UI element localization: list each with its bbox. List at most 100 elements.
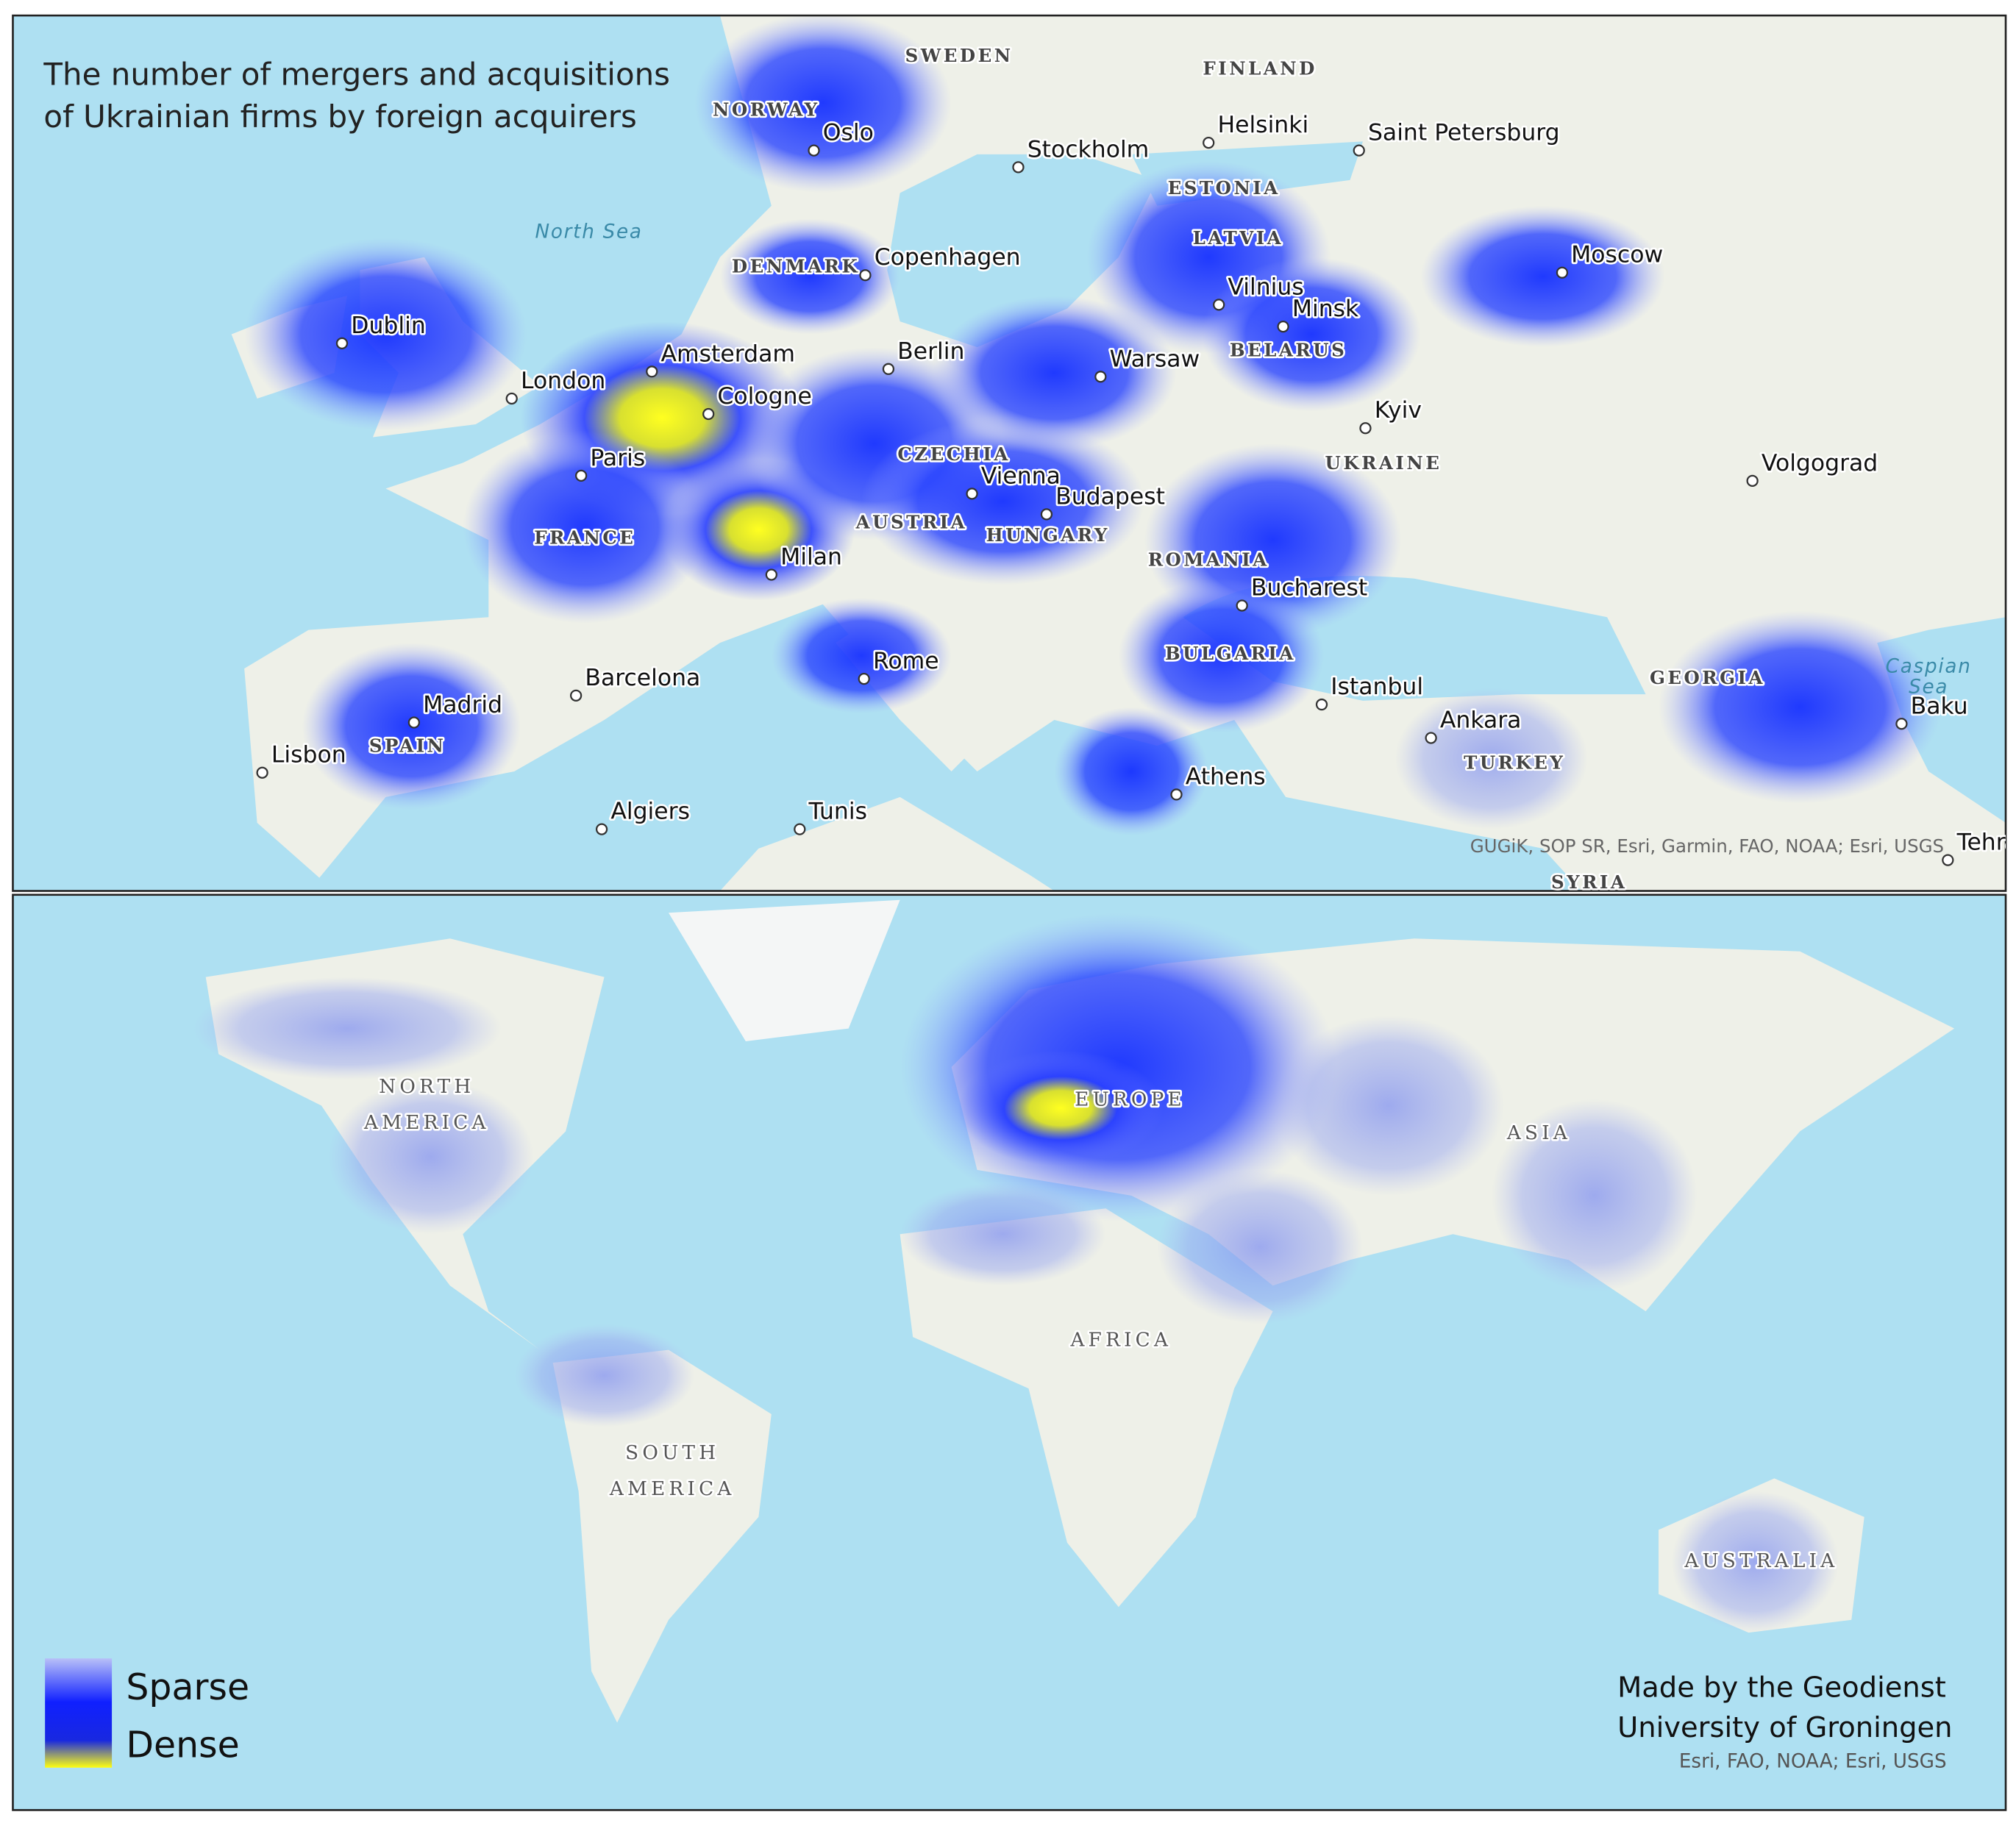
country-label: ROMANIA	[1148, 549, 1269, 570]
heat-blob	[1272, 1016, 1505, 1196]
heat-blobs	[244, 15, 1942, 836]
city-label: Kyiv	[1375, 397, 1422, 424]
city-label: Oslo	[823, 120, 874, 146]
city-dot	[858, 672, 870, 685]
city-dot	[702, 407, 715, 421]
city-dot	[1556, 266, 1569, 279]
city-label: Vilnius	[1228, 274, 1303, 300]
continent-label: AFRICA	[1069, 1329, 1172, 1351]
legend-ramp	[45, 1658, 113, 1768]
city-label: Athens	[1186, 763, 1266, 790]
city-dot	[1425, 732, 1437, 744]
country-label: SPAIN	[369, 735, 446, 757]
heat-blob	[514, 1324, 694, 1427]
city-label: Madrid	[423, 692, 502, 718]
city-dot	[1203, 137, 1215, 149]
country-label: NORWAY	[713, 99, 820, 120]
city-label: Warsaw	[1110, 346, 1200, 372]
city-dot	[1359, 422, 1372, 435]
city-label: Rome	[873, 648, 939, 674]
country-label: SWEDEN	[905, 45, 1014, 66]
city-dot	[1746, 474, 1759, 488]
city-label: Paris	[590, 445, 645, 471]
city-dot	[595, 823, 608, 835]
sea-label: Caspian	[1886, 655, 1972, 677]
city-dot	[335, 337, 349, 349]
heat-blob	[719, 218, 900, 335]
country-label: ESTONIA	[1168, 177, 1281, 199]
country-label: TURKEY	[1464, 752, 1565, 773]
heat-blob-dense	[958, 1050, 1164, 1166]
country-label: UKRAINE	[1325, 452, 1442, 474]
city-label: Cologne	[717, 383, 811, 410]
heat-blob	[193, 977, 502, 1080]
continent-label: AMERICA	[609, 1478, 735, 1500]
heat-blob	[1202, 257, 1421, 412]
country-label: HUNGARY	[986, 524, 1110, 546]
labels: The number of mergers and acquisitions of…	[43, 43, 2006, 1772]
panel-frame	[12, 893, 2007, 1811]
city-label: Vienna	[981, 463, 1061, 489]
country-label: CZECHIA	[897, 443, 1010, 465]
heat-blob	[1420, 205, 1665, 348]
heat-blob	[1491, 1099, 1698, 1292]
city-dot	[882, 363, 895, 375]
heat-blob	[771, 597, 952, 714]
city-label: Copenhagen	[875, 244, 1021, 271]
heat-blob	[1118, 578, 1325, 733]
city-dot	[808, 144, 820, 157]
city-label: Helsinki	[1217, 112, 1308, 138]
continent-label: AMERICA	[363, 1112, 490, 1134]
city-label: Barcelona	[585, 665, 700, 691]
city-dot	[794, 823, 806, 835]
city-label: Baku	[1911, 693, 1968, 719]
greenland	[669, 899, 900, 1042]
country-label: SYRIA	[1551, 871, 1627, 893]
credit: University of Groningen	[1617, 1711, 1952, 1744]
heat-blob	[694, 15, 952, 193]
city-dot	[1012, 161, 1025, 174]
country-label: BULGARIA	[1165, 643, 1296, 664]
sea-label: North Sea	[535, 221, 642, 243]
continent-label: NORTH	[379, 1076, 474, 1098]
continent-label: SOUTH	[625, 1442, 719, 1464]
continent-label: EUROPE	[1075, 1088, 1186, 1110]
heat-blob	[900, 1182, 1106, 1286]
heat-blob	[463, 430, 708, 624]
attribution: GUGiK, SOP SR, Esri, Garmin, FAO, NOAA; …	[1470, 835, 1944, 857]
city-label: Volgograd	[1762, 450, 1878, 477]
country-label: LATVIA	[1193, 227, 1283, 249]
legend-label: Dense	[126, 1724, 239, 1766]
world-panel	[13, 894, 2006, 1810]
city-dot	[859, 269, 872, 282]
city-dot	[765, 568, 777, 581]
map-title: of Ukrainian firms by foreign acquirers	[43, 99, 636, 135]
city-dot	[1040, 508, 1053, 521]
city-layer: Oslo Stockholm Helsinki Saint Petersburg Cop…	[256, 110, 2006, 866]
city-dot	[407, 716, 421, 729]
continent-label: ASIA	[1506, 1122, 1571, 1144]
map-title: The number of mergers and acquisitions	[43, 56, 670, 92]
city-dot	[1942, 854, 1954, 866]
city-dot	[575, 469, 588, 482]
city-label: Budapest	[1055, 483, 1165, 510]
city-label: Milan	[780, 544, 842, 571]
heat-blob	[1157, 1169, 1363, 1324]
heat-blob	[327, 1080, 534, 1235]
city-dot	[256, 766, 268, 779]
city-label: Minsk	[1292, 296, 1359, 322]
city-label: Stockholm	[1027, 136, 1150, 163]
city-label: Ankara	[1440, 707, 1522, 734]
heat-blob	[932, 296, 1177, 450]
city-label: Dublin	[351, 313, 426, 339]
country-label: BELARUS	[1230, 339, 1347, 360]
country-label: DENMARK	[732, 256, 860, 277]
heat-blob	[1659, 610, 1942, 804]
city-label: Bucharest	[1251, 574, 1367, 601]
city-label: Berlin	[897, 338, 964, 365]
city-dot	[505, 392, 518, 405]
heat-blob	[1395, 688, 1588, 830]
city-label: Tunis	[808, 799, 867, 825]
panel-frame	[12, 14, 2007, 892]
heat-blob	[1671, 1491, 1839, 1633]
